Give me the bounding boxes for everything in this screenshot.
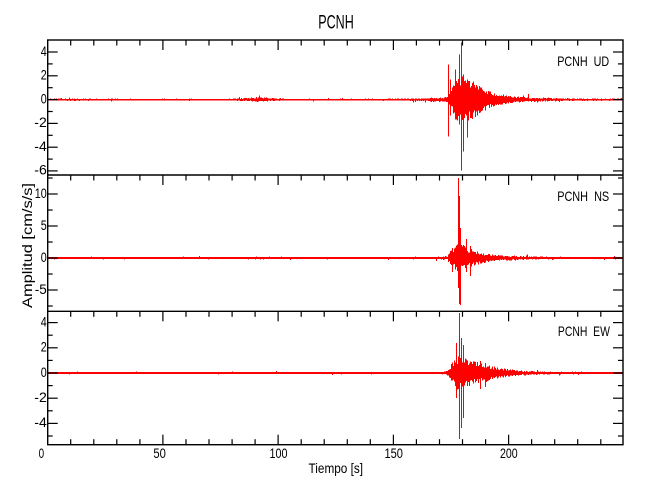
svg-text:-2: -2 (34, 114, 47, 130)
svg-text:2: 2 (41, 339, 47, 355)
svg-text:PCNH: PCNH (318, 13, 354, 34)
svg-text:PCNH EW: PCNH EW (558, 323, 611, 339)
svg-text:10: 10 (35, 185, 47, 201)
svg-text:0: 0 (39, 445, 45, 461)
svg-text:Tiempo [s]: Tiempo [s] (309, 460, 364, 476)
svg-text:0: 0 (41, 90, 47, 106)
svg-text:Amplitud [cm/s/s]: Amplitud [cm/s/s] (19, 183, 35, 308)
svg-text:-4: -4 (34, 138, 47, 154)
svg-text:4: 4 (41, 43, 47, 59)
svg-text:2: 2 (41, 67, 47, 83)
svg-text:100: 100 (270, 445, 288, 461)
svg-text:PCNH UD: PCNH UD (557, 53, 609, 69)
svg-text:200: 200 (500, 445, 518, 461)
svg-text:150: 150 (384, 445, 403, 461)
svg-text:-2: -2 (34, 389, 47, 405)
svg-text:5: 5 (41, 217, 47, 233)
svg-text:4: 4 (41, 313, 47, 329)
svg-text:-4: -4 (34, 414, 47, 430)
svg-text:PCNH NS: PCNH NS (557, 188, 609, 204)
svg-text:-5: -5 (35, 281, 47, 297)
svg-text:50: 50 (153, 445, 166, 461)
svg-text:0: 0 (41, 364, 47, 380)
svg-text:-6: -6 (34, 162, 47, 178)
svg-text:0: 0 (41, 249, 47, 265)
